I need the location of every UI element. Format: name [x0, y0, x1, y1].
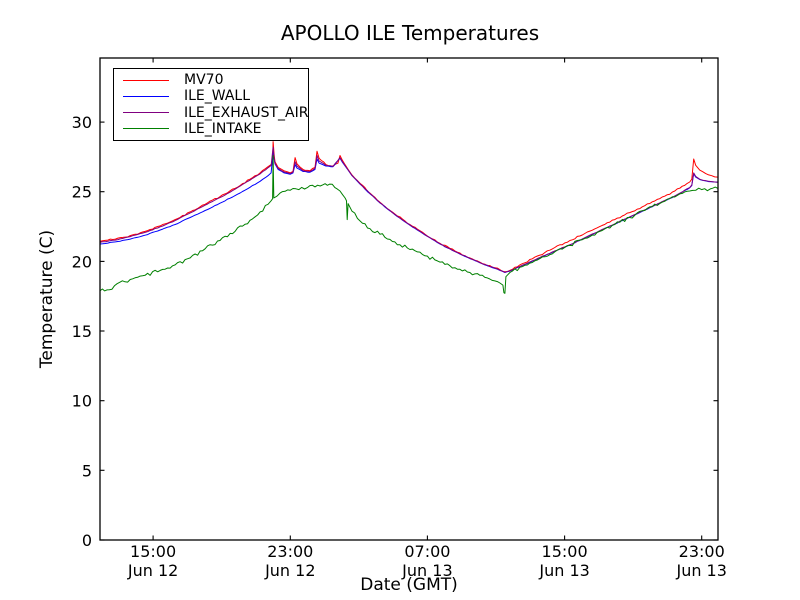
chart-title: APOLLO ILE Temperatures [281, 21, 539, 45]
legend-line-ile-exhaust-air [123, 112, 169, 114]
series-line-ile-wall [100, 152, 718, 273]
x-tick-label-date: Jun 12 [127, 561, 178, 580]
legend-item-ile-exhaust-air: ILE_EXHAUST_AIR [123, 105, 308, 121]
legend-line-ile-wall [123, 95, 169, 97]
legend-label: ILE_WALL [184, 88, 251, 105]
x-tick-label-date: Jun 13 [675, 561, 726, 580]
legend-item-ile-wall: ILE_WALL [123, 88, 308, 104]
y-axis-label: Temperature (C) [37, 230, 57, 369]
legend: MV70 ILE_WALL ILE_EXHAUST_AIR ILE_INTAKE [113, 68, 309, 141]
legend-label: MV70 [184, 72, 224, 89]
x-tick-label-date: Jun 13 [538, 561, 589, 580]
legend-line-ile-intake [123, 128, 169, 130]
series-line-mv70 [100, 141, 718, 273]
y-tick-label: 10 [72, 392, 92, 411]
legend-label: ILE_INTAKE [184, 120, 262, 137]
x-tick-label-time: 23:00 [267, 542, 313, 561]
series-line-ile-intake [99, 155, 718, 294]
y-tick-label: 15 [72, 322, 92, 341]
axes-frame [99, 57, 719, 541]
y-tick-label: 5 [82, 461, 92, 480]
x-tick-label-time: 15:00 [130, 542, 176, 561]
x-tick-label-time: 07:00 [404, 542, 450, 561]
x-tick-label-date: Jun 13 [401, 561, 452, 580]
x-axis-label: Date (GMT) [360, 575, 458, 595]
legend-item-ile-intake: ILE_INTAKE [123, 121, 308, 137]
x-tick-label-date: Jun 12 [264, 561, 315, 580]
y-tick-label: 20 [72, 252, 92, 271]
legend-item-mv70: MV70 [123, 72, 308, 88]
y-tick-label: 30 [72, 113, 92, 132]
x-tick-label-time: 15:00 [542, 542, 588, 561]
series-line-ile-exhaust-air [100, 146, 718, 273]
y-tick-label: 25 [72, 183, 92, 202]
y-tick-label: 0 [82, 531, 92, 550]
legend-line-mv70 [123, 79, 169, 81]
x-tick-label-time: 23:00 [679, 542, 725, 561]
legend-label: ILE_EXHAUST_AIR [184, 104, 309, 121]
